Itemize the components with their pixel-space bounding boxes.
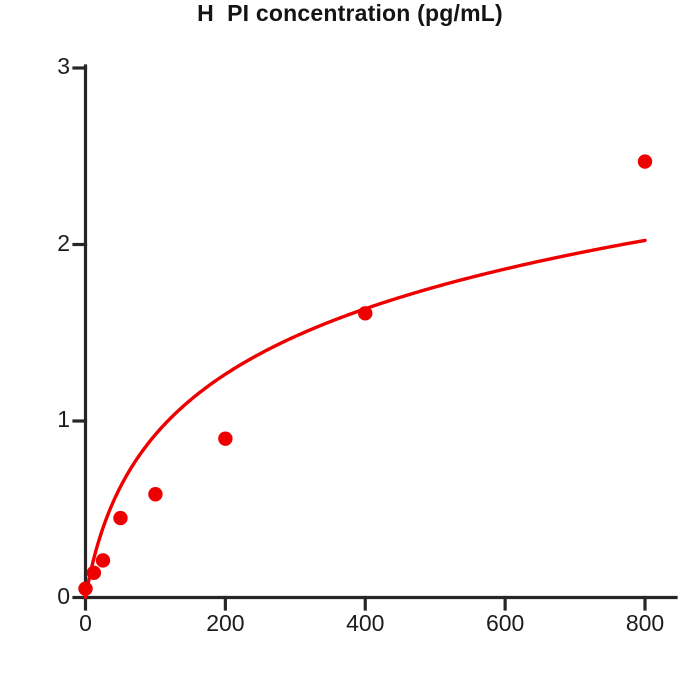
x-axis-ticks: [83, 595, 647, 611]
y-tick-label: 0: [57, 582, 70, 609]
data-point: [148, 487, 163, 502]
y-tick-label: 3: [57, 53, 70, 79]
x-tick-label: 800: [625, 610, 665, 636]
data-point: [637, 154, 653, 169]
data-point-markers: [78, 154, 653, 596]
data-point: [218, 431, 233, 446]
x-tick-label: 600: [485, 610, 525, 636]
data-point: [358, 306, 373, 321]
y-tick-label: 2: [57, 229, 70, 256]
data-point: [86, 565, 102, 580]
y-axis-ticks: [72, 66, 88, 600]
axes-group: [72, 64, 678, 611]
data-point: [113, 510, 128, 526]
y-tick-label: 1: [57, 406, 70, 432]
standard-curve-line: [83, 238, 647, 600]
data-point: [95, 553, 111, 568]
x-tick-label: 400: [346, 610, 385, 636]
x-tick-label: 0: [79, 610, 92, 636]
data-point: [78, 581, 93, 596]
x-axis-title: H PI concentration (pg/mL): [197, 0, 503, 26]
x-tick-label: 200: [206, 610, 245, 636]
